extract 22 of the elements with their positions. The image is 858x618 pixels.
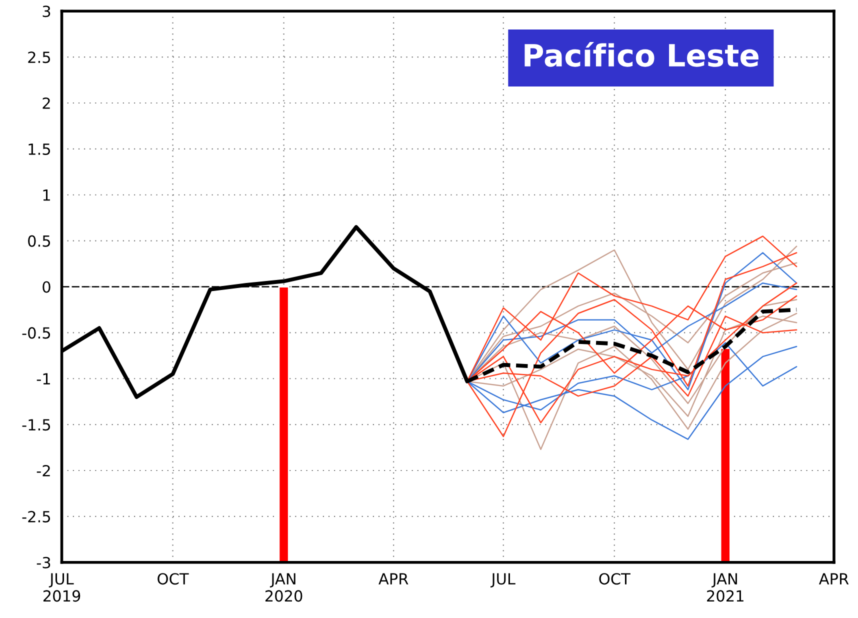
y-tick-label: 1.5: [28, 144, 50, 155]
y-tick-label: -1: [36, 373, 50, 384]
x-tick-label: APR: [378, 573, 408, 584]
x-tick-label: OCT: [599, 573, 630, 585]
y-tick-label: -2: [36, 464, 50, 476]
y-tick-label: -1.5: [22, 419, 50, 431]
y-tick-label: 3: [42, 6, 50, 18]
y-tick-label: 0: [42, 281, 50, 293]
x-tick-label: APR: [818, 573, 849, 584]
x-tick-label: JAN 2020: [265, 573, 302, 602]
x-tick-label: JUL 2019: [43, 573, 80, 602]
x-tick-label: JUL: [490, 573, 516, 588]
y-tick-label: 2: [42, 97, 50, 109]
y-tick-label: 2.5: [28, 52, 50, 64]
y-tick-label: -2.5: [22, 510, 50, 522]
y-tick-label: -0.5: [22, 327, 50, 339]
x-tick-label: OCT: [158, 573, 189, 585]
y-tick-label: -3: [36, 556, 50, 568]
text: Pacífico Leste: [524, 42, 758, 67]
y-tick-label: 1: [43, 190, 50, 201]
x-tick-label: JAN 2021: [707, 573, 744, 602]
y-tick-label: 0.5: [28, 235, 50, 247]
